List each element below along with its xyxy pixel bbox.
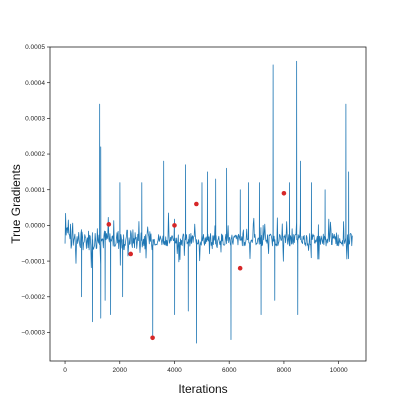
plot-frame <box>49 46 367 362</box>
series-layer <box>64 60 353 344</box>
checkpoint-marker <box>150 335 155 341</box>
marker-layer <box>106 190 287 341</box>
x-tick-label: 8000 <box>277 367 292 374</box>
y-tick-label: 0.0005 <box>25 44 45 51</box>
y-tick-label: 0.0004 <box>25 80 45 87</box>
gradient-series-line <box>64 60 353 344</box>
checkpoint-marker <box>194 201 199 207</box>
y-axis-label: True Gradients <box>9 164 23 244</box>
y-tick-label: 0.0002 <box>25 151 45 158</box>
x-tick-label: 6000 <box>222 367 237 374</box>
y-tick-label: −0.0001 <box>21 258 45 265</box>
y-tick-label: 0.0000 <box>25 223 45 230</box>
x-tick-label: 10000 <box>330 367 348 374</box>
checkpoint-marker <box>172 223 177 228</box>
y-axis-ticks: −0.0003 −0.0002 −0.0001 0.0000 0.0001 0.0002 0… <box>21 44 50 337</box>
checkpoint-marker <box>128 251 134 257</box>
x-tick-label: 2000 <box>113 367 128 374</box>
y-tick-label: 0.0003 <box>25 116 45 123</box>
x-tick-label: 4000 <box>167 367 182 374</box>
y-tick-label: 0.0001 <box>25 187 45 194</box>
y-tick-label: −0.0002 <box>21 294 45 301</box>
checkpoint-marker <box>237 265 243 271</box>
checkpoint-marker <box>106 222 112 227</box>
x-axis-ticks: 0 2000 4000 6000 8000 10000 <box>63 361 348 374</box>
x-tick-label: 0 <box>63 367 67 374</box>
x-axis-label: Iterations <box>178 382 227 396</box>
y-tick-label: −0.0003 <box>21 330 45 337</box>
checkpoint-marker <box>281 190 287 196</box>
